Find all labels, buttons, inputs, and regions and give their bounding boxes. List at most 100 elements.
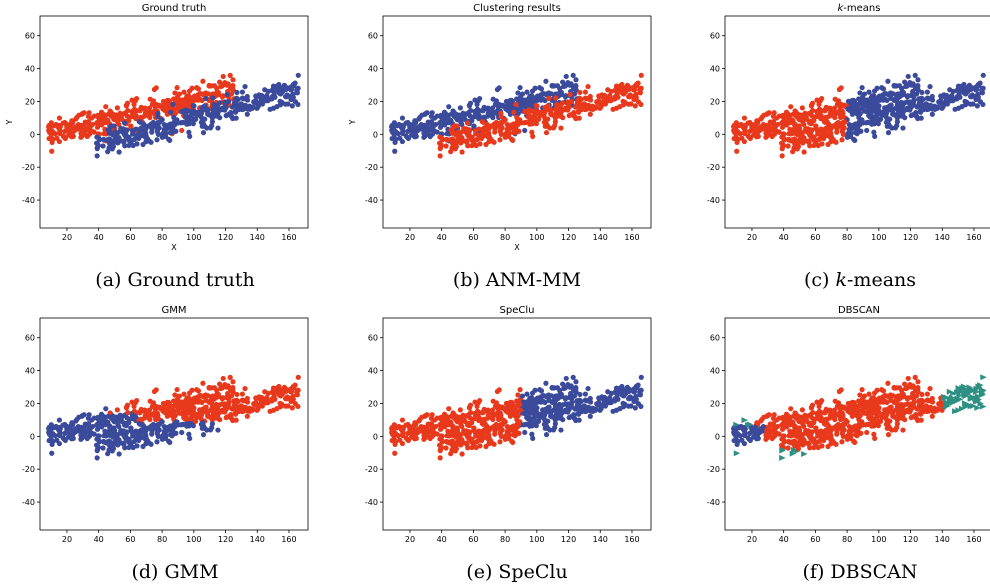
data-point bbox=[883, 110, 890, 116]
data-point bbox=[873, 421, 879, 427]
data-point bbox=[867, 114, 873, 120]
data-point bbox=[295, 374, 301, 380]
data-point bbox=[291, 384, 297, 391]
data-point bbox=[295, 403, 301, 410]
data-point bbox=[830, 438, 836, 444]
data-point bbox=[779, 436, 785, 442]
data-point bbox=[194, 387, 200, 393]
data-point bbox=[769, 133, 775, 140]
data-point bbox=[428, 121, 435, 127]
data-point bbox=[840, 421, 846, 428]
data-point bbox=[732, 129, 738, 136]
caption-k: k bbox=[836, 269, 848, 291]
data-point bbox=[809, 429, 815, 435]
data-point bbox=[129, 142, 135, 148]
data-point bbox=[786, 433, 792, 439]
data-point bbox=[399, 138, 406, 145]
data-point bbox=[76, 112, 82, 118]
y-tick-label: -40 bbox=[365, 196, 378, 205]
data-point bbox=[225, 82, 232, 88]
data-point bbox=[547, 408, 553, 415]
data-point bbox=[437, 145, 444, 151]
x-tick-label: 60 bbox=[468, 233, 478, 242]
data-point bbox=[230, 379, 236, 385]
data-point bbox=[851, 438, 857, 444]
data-point bbox=[233, 115, 239, 121]
data-point bbox=[186, 129, 192, 135]
data-point bbox=[967, 93, 974, 100]
x-tick-label: 40 bbox=[94, 535, 104, 544]
data-point bbox=[472, 142, 478, 148]
data-point bbox=[794, 425, 800, 431]
data-point bbox=[870, 108, 876, 114]
data-point bbox=[428, 423, 435, 429]
data-point bbox=[861, 393, 868, 399]
chart-title-rest: -means bbox=[843, 3, 880, 14]
subfigure-caption: (d) GMM bbox=[131, 561, 218, 583]
data-point bbox=[234, 391, 240, 398]
data-point bbox=[839, 137, 845, 143]
data-point bbox=[110, 413, 116, 419]
data-point bbox=[61, 436, 67, 442]
data-point bbox=[182, 97, 188, 104]
data-point bbox=[120, 126, 126, 132]
x-tick-label: 20 bbox=[747, 233, 757, 242]
data-point bbox=[554, 101, 560, 108]
data-point bbox=[533, 396, 539, 403]
data-point bbox=[442, 110, 448, 117]
data-point bbox=[844, 134, 850, 140]
data-point bbox=[519, 91, 526, 97]
data-point bbox=[791, 130, 798, 136]
data-point bbox=[836, 404, 843, 411]
x-tick-label: 40 bbox=[437, 233, 447, 242]
data-point bbox=[823, 125, 830, 131]
data-point bbox=[168, 109, 174, 115]
data-point bbox=[871, 390, 878, 396]
data-point bbox=[137, 410, 143, 416]
data-point bbox=[816, 414, 822, 421]
x-tick-label: 60 bbox=[125, 535, 135, 544]
data-point bbox=[528, 108, 534, 114]
data-point bbox=[795, 445, 802, 452]
data-point bbox=[145, 136, 151, 142]
data-point bbox=[125, 107, 131, 114]
y-tick-label: 0 bbox=[715, 432, 720, 441]
data-point bbox=[220, 375, 226, 382]
data-point bbox=[116, 136, 122, 143]
data-point bbox=[198, 412, 205, 418]
data-point bbox=[944, 92, 950, 99]
data-point bbox=[93, 140, 100, 146]
data-point bbox=[962, 98, 968, 104]
data-point bbox=[831, 113, 838, 120]
data-point bbox=[919, 391, 925, 398]
data-point bbox=[836, 102, 843, 109]
data-point bbox=[459, 438, 465, 445]
data-point bbox=[211, 109, 217, 115]
data-point bbox=[754, 420, 760, 426]
x-tick-label: 160 bbox=[281, 233, 296, 242]
data-point bbox=[889, 408, 895, 415]
y-tick-label: 60 bbox=[710, 32, 720, 41]
data-point bbox=[229, 406, 235, 412]
chart-title: Clustering results bbox=[473, 3, 561, 14]
data-point bbox=[915, 379, 921, 385]
data-point bbox=[69, 420, 75, 426]
data-point bbox=[228, 393, 235, 399]
data-point bbox=[741, 440, 748, 447]
data-point bbox=[146, 415, 153, 422]
data-point bbox=[90, 121, 96, 128]
data-point bbox=[117, 415, 123, 422]
data-point bbox=[477, 397, 483, 404]
data-point bbox=[858, 117, 864, 123]
data-point bbox=[583, 398, 590, 404]
data-point bbox=[449, 432, 456, 438]
data-point bbox=[785, 438, 792, 445]
data-point bbox=[276, 88, 283, 95]
data-point bbox=[558, 102, 564, 108]
y-tick-label: 0 bbox=[30, 432, 35, 441]
data-point bbox=[638, 101, 644, 108]
data-point bbox=[84, 133, 90, 140]
data-point bbox=[110, 143, 117, 150]
y-tick-label: 40 bbox=[368, 65, 378, 74]
data-point bbox=[498, 119, 504, 126]
